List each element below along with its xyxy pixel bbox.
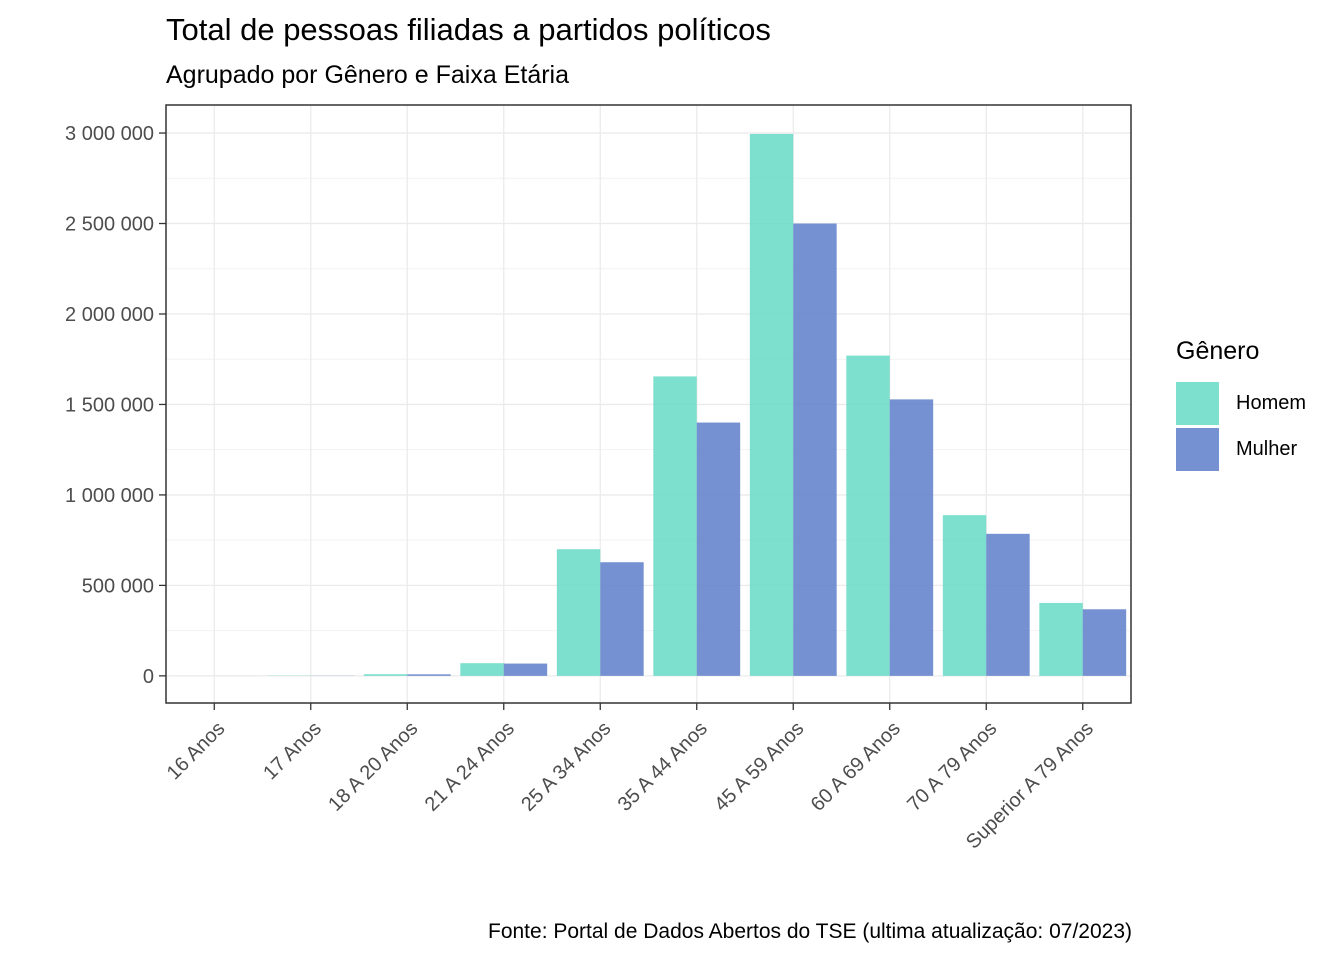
legend-item-mulher: Mulher bbox=[1176, 426, 1306, 472]
bar-homem-8 bbox=[942, 515, 987, 676]
x-tick-label: 16 Anos bbox=[163, 718, 230, 785]
y-tick-label: 1 500 000 bbox=[65, 394, 154, 416]
bar-homem-2 bbox=[363, 674, 408, 676]
bar-mulher-9 bbox=[1082, 609, 1127, 676]
legend-label-homem: Homem bbox=[1236, 391, 1307, 414]
x-tick-label: 45 A 59 Anos bbox=[710, 718, 808, 816]
legend-key-mulher bbox=[1176, 427, 1219, 471]
bar-homem-5 bbox=[653, 376, 697, 676]
chart-subtitle: Agrupado por Gênero e Faixa Etária bbox=[166, 61, 570, 89]
bar-mulher-7 bbox=[889, 399, 934, 676]
y-tick-label: 500 000 bbox=[82, 575, 154, 597]
bar-homem-7 bbox=[846, 355, 890, 676]
legend-item-homem: Homem bbox=[1176, 380, 1306, 426]
x-tick-label: 25 A 34 Anos bbox=[517, 718, 615, 816]
bar-mulher-6 bbox=[793, 223, 837, 676]
y-tick-label: 2 000 000 bbox=[65, 304, 154, 326]
x-tick-label: 17 Anos bbox=[259, 718, 326, 785]
y-tick-label: 2 500 000 bbox=[65, 214, 154, 236]
x-tick-label: 18 A 20 Anos bbox=[324, 718, 422, 816]
legend-label-mulher: Mulher bbox=[1236, 437, 1298, 460]
legend-key-homem bbox=[1176, 381, 1219, 425]
bar-homem-6 bbox=[749, 133, 794, 676]
x-tick-label: 60 A 69 Anos bbox=[807, 718, 905, 816]
bar-homem-3 bbox=[460, 663, 504, 676]
y-tick-label: 3 000 000 bbox=[65, 123, 154, 145]
bar-mulher-3 bbox=[503, 663, 548, 676]
y-tick-label: 1 000 000 bbox=[65, 485, 154, 507]
chart-title: Total de pessoas filiadas a partidos pol… bbox=[166, 12, 771, 47]
bar-mulher-2 bbox=[407, 674, 451, 676]
chart-caption: Fonte: Portal de Dados Abertos do TSE (u… bbox=[488, 920, 1132, 943]
x-tick-label: 35 A 44 Anos bbox=[614, 718, 712, 816]
x-tick-label: 70 A 79 Anos bbox=[903, 718, 1001, 816]
y-tick-label: 0 bbox=[143, 666, 154, 688]
legend: Gênero Homem Mulher bbox=[1176, 337, 1306, 472]
bar-homem-4 bbox=[556, 549, 601, 676]
bar-mulher-4 bbox=[600, 562, 644, 676]
legend-title: Gênero bbox=[1176, 337, 1260, 365]
bar-homem-9 bbox=[1039, 602, 1083, 676]
x-tick-label: 21 A 24 Anos bbox=[421, 718, 519, 816]
bar-mulher-8 bbox=[986, 533, 1030, 676]
bar-mulher-5 bbox=[696, 422, 741, 676]
